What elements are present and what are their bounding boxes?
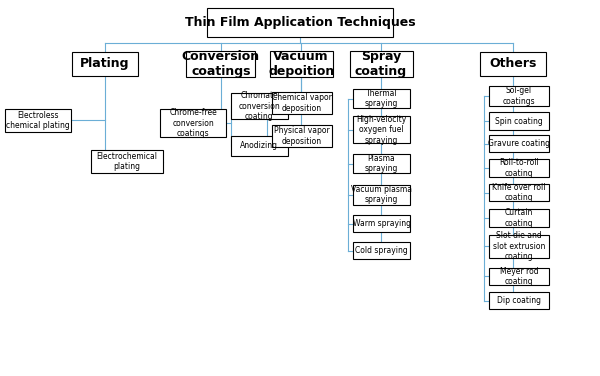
FancyBboxPatch shape xyxy=(353,154,410,173)
FancyBboxPatch shape xyxy=(187,51,256,77)
Text: Chromate
conversion
coating: Chromate conversion coating xyxy=(238,91,280,121)
FancyBboxPatch shape xyxy=(353,185,410,205)
FancyBboxPatch shape xyxy=(353,89,410,108)
Text: Curtain
coating: Curtain coating xyxy=(505,208,533,228)
FancyBboxPatch shape xyxy=(353,116,410,143)
Text: Electrochemical
plating: Electrochemical plating xyxy=(97,152,158,171)
FancyBboxPatch shape xyxy=(489,135,549,152)
FancyBboxPatch shape xyxy=(231,93,288,119)
Text: Meyer rod
coating: Meyer rod coating xyxy=(500,267,538,286)
FancyBboxPatch shape xyxy=(489,184,549,201)
FancyBboxPatch shape xyxy=(353,242,410,259)
FancyBboxPatch shape xyxy=(489,292,549,309)
Text: Spin coating: Spin coating xyxy=(495,117,543,126)
FancyBboxPatch shape xyxy=(272,125,332,147)
FancyBboxPatch shape xyxy=(489,112,549,130)
Text: Roll-to-roll
coating: Roll-to-roll coating xyxy=(499,158,539,178)
Text: Chemical vapor
deposition: Chemical vapor deposition xyxy=(272,93,332,113)
FancyBboxPatch shape xyxy=(270,51,332,77)
Text: Plating: Plating xyxy=(80,58,130,70)
Text: Dip coating: Dip coating xyxy=(497,296,541,305)
FancyBboxPatch shape xyxy=(231,135,288,156)
Text: Anodizing: Anodizing xyxy=(240,141,278,150)
FancyBboxPatch shape xyxy=(489,209,549,227)
Text: Plasma
spraying: Plasma spraying xyxy=(365,154,398,173)
Text: Sol-gel
coatings: Sol-gel coatings xyxy=(503,86,535,106)
Text: Electroless
chemical plating: Electroless chemical plating xyxy=(6,111,70,130)
FancyBboxPatch shape xyxy=(489,86,549,106)
FancyBboxPatch shape xyxy=(489,235,549,258)
Text: Knife over roll
coating: Knife over roll coating xyxy=(492,183,546,202)
Text: Vacuum
depoition: Vacuum depoition xyxy=(268,50,334,78)
Text: Conversion
coatings: Conversion coatings xyxy=(182,50,260,78)
FancyBboxPatch shape xyxy=(207,9,393,37)
Text: Vacuum plasma
spraying: Vacuum plasma spraying xyxy=(351,185,412,205)
Text: Slot die and
slot extrusion
coating: Slot die and slot extrusion coating xyxy=(493,231,545,261)
Text: Thermal
spraying: Thermal spraying xyxy=(365,89,398,108)
FancyBboxPatch shape xyxy=(489,159,549,177)
FancyBboxPatch shape xyxy=(91,150,163,173)
FancyBboxPatch shape xyxy=(353,215,410,232)
Text: Warm spraying: Warm spraying xyxy=(353,219,410,228)
Text: High-velocity
oxygen fuel
spraying: High-velocity oxygen fuel spraying xyxy=(356,115,407,145)
Text: Physical vapor
deposition: Physical vapor deposition xyxy=(274,126,329,146)
Text: Gravure coating: Gravure coating xyxy=(488,139,550,148)
FancyBboxPatch shape xyxy=(349,51,413,77)
FancyBboxPatch shape xyxy=(5,109,71,132)
FancyBboxPatch shape xyxy=(489,268,549,285)
FancyBboxPatch shape xyxy=(480,52,546,76)
FancyBboxPatch shape xyxy=(272,92,332,114)
Text: Spray
coating: Spray coating xyxy=(355,50,407,78)
Text: Thin Film Application Techniques: Thin Film Application Techniques xyxy=(185,16,415,29)
Text: Chrome-free
conversion
coatings: Chrome-free conversion coatings xyxy=(169,108,217,138)
FancyBboxPatch shape xyxy=(72,52,138,76)
Text: Cold spraying: Cold spraying xyxy=(355,246,408,255)
FancyBboxPatch shape xyxy=(160,109,226,137)
Text: Others: Others xyxy=(490,58,536,70)
